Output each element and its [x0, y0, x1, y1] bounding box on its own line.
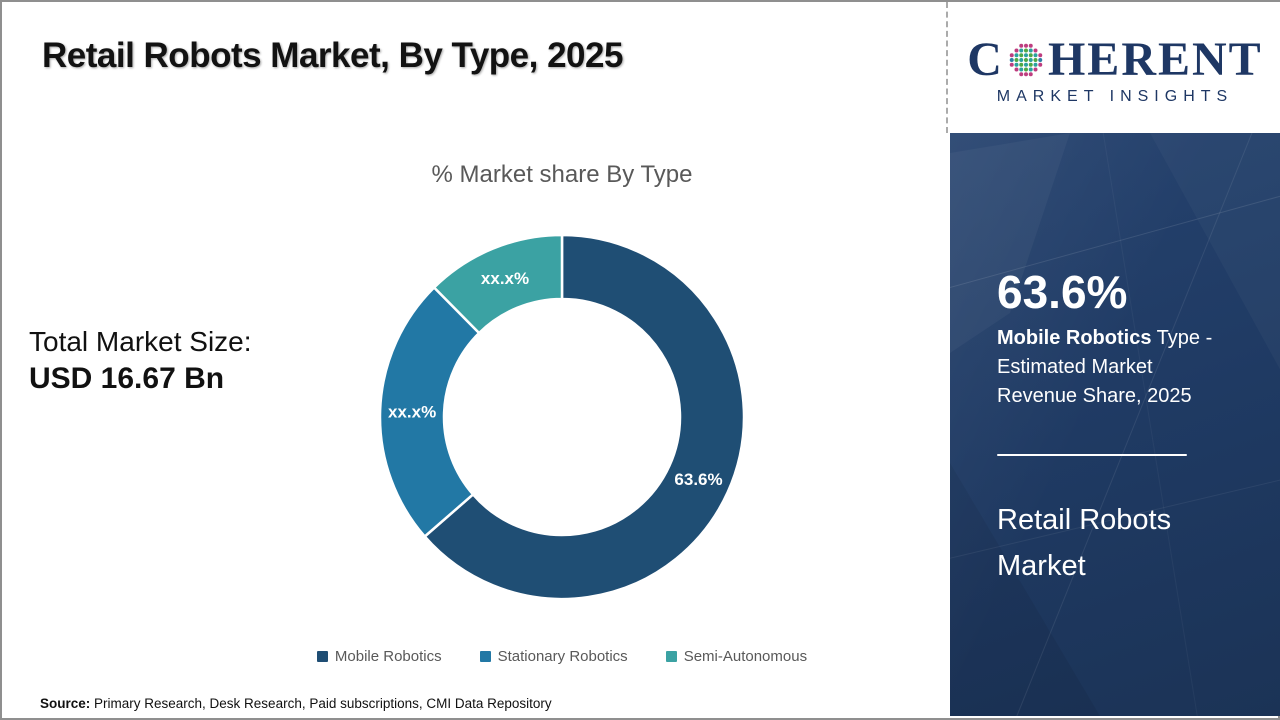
legend-item-mobile-robotics: Mobile Robotics [316, 648, 442, 665]
panel-stat-desc-rest: Type - Estimated Market Revenue Share, 2… [997, 326, 1213, 407]
donut-segment-0 [423, 233, 746, 601]
logo-letters-herent: HERENT [1047, 32, 1263, 86]
source-note: Source: Primary Research, Desk Research,… [40, 696, 552, 711]
legend-marker-icon [316, 651, 328, 662]
dashed-divider [946, 2, 948, 133]
page-title: Retail Robots Market, By Type, 2025 [42, 36, 623, 75]
legend-marker-icon [665, 651, 677, 662]
source-label: Source: [40, 696, 91, 711]
panel-stat-description: Mobile Robotics Type - Estimated Market … [997, 324, 1225, 411]
panel-divider-line [997, 454, 1187, 456]
legend-marker-icon [479, 651, 491, 662]
panel-stat-value: 63.6% [997, 266, 1128, 318]
world-map-texture [950, 133, 1280, 716]
legend-label: Stationary Robotics [497, 648, 628, 665]
total-market-size-value: USD 16.67 Bn [29, 362, 225, 395]
logo-wordmark: C HERENT [967, 32, 1263, 86]
panel-product-name: Retail Robots Market [997, 504, 1172, 582]
legend-label: Mobile Robotics [334, 648, 442, 665]
legend-item-stationary-robotics: Stationary Robotics [479, 648, 628, 665]
donut-chart: 63.6% xx.x% xx.x% [378, 233, 746, 601]
donut-segment-2 [432, 233, 564, 335]
donut-segment-label: 63.6% [674, 470, 722, 489]
legend-item-semi-autonomous: Semi-Autonomous [665, 648, 808, 665]
coherent-globe-icon [1009, 43, 1043, 76]
logo-subtitle: MARKET INSIGHTS [996, 87, 1234, 105]
coherent-market-insights-logo: C HERENT MARKET INSIGHTS [950, 2, 1280, 133]
donut-segment-1 [378, 286, 481, 538]
chart-legend: Mobile Robotics Stationary Robotics Semi… [252, 648, 872, 665]
chart-title: % Market share By Type [431, 161, 693, 188]
donut-segment-label: xx.x% [481, 269, 529, 288]
panel-stat-block: 63.6% Mobile Robotics Type - Estimated M… [997, 267, 1225, 411]
total-market-size-label: Total Market Size: [29, 326, 252, 357]
highlight-side-panel: 63.6% Mobile Robotics Type - Estimated M… [950, 133, 1280, 716]
panel-stat-desc-bold: Mobile Robotics [997, 326, 1152, 349]
total-market-size-block: Total Market Size: USD 16.67 Bn [29, 326, 252, 396]
legend-label: Semi-Autonomous [683, 648, 808, 665]
source-text: Primary Research, Desk Research, Paid su… [90, 696, 552, 711]
logo-letter-c: C [967, 32, 1004, 86]
donut-segment-label: xx.x% [388, 402, 436, 421]
